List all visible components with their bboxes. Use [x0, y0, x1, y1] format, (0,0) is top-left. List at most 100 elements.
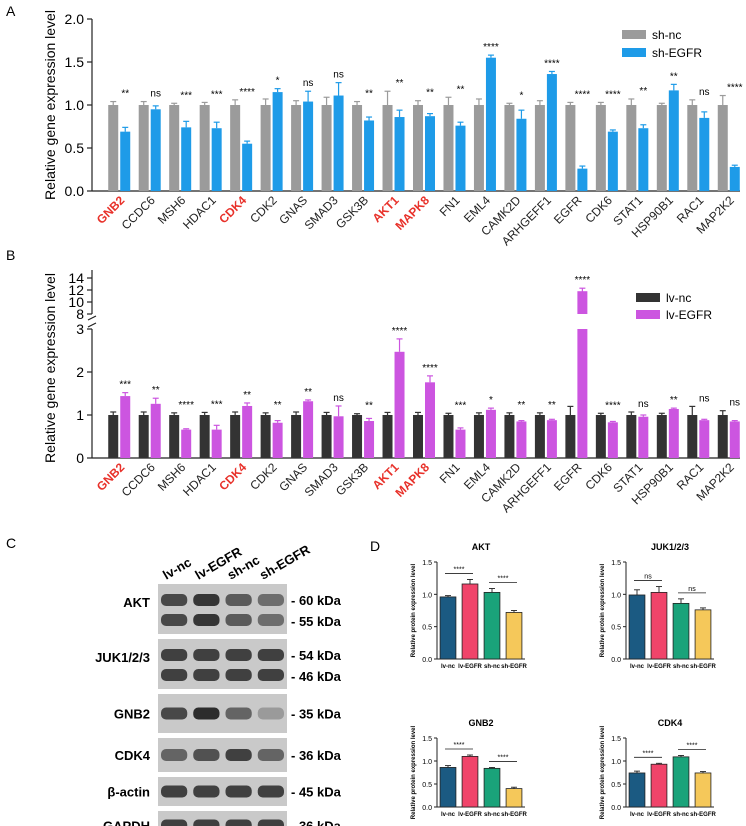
bar-lv-nc [565, 415, 576, 458]
bar [672, 756, 690, 808]
bar-sh-EGFR [546, 74, 557, 191]
panel-letter-c: C [6, 535, 16, 551]
bar-sh-EGFR [333, 95, 344, 191]
blot-band [257, 707, 284, 720]
blot-band [193, 614, 220, 626]
x-tick-label: MAPK8 [393, 193, 433, 233]
y-tick-label: 0 [76, 450, 84, 466]
significance-label: **** [178, 400, 194, 411]
significance-label: *** [211, 399, 223, 410]
significance-label: ns [333, 393, 344, 404]
chart-d: AKT 0.0 0.5 1.0 1.5 Relative protein expressi… [411, 542, 716, 819]
y-tick-label: 1.0 [611, 759, 621, 766]
bar-lv-nc [321, 415, 332, 458]
bar-sh-nc [595, 105, 606, 191]
bar-sh-EGFR [272, 92, 283, 191]
subplot-title: AKT [472, 542, 491, 552]
bar-lv-nc [138, 415, 149, 458]
y-tick-label: 0.5 [422, 782, 432, 789]
x-tick-label: sh-EGFR [501, 664, 527, 670]
bar-lv-EGFR [120, 396, 131, 458]
blot-band [193, 594, 220, 606]
blot-band [225, 819, 252, 826]
y-tick-label: 0.5 [611, 782, 621, 789]
significance-label: * [276, 76, 280, 87]
y-tick-label: 0.5 [65, 140, 85, 156]
blot-row-label: GNB2 [114, 707, 150, 722]
significance-label: *** [211, 89, 223, 100]
y-tick-label: 1 [76, 407, 84, 423]
x-tick-label: FN1 [437, 193, 463, 219]
blot-band [257, 669, 284, 681]
bar-sh-EGFR [577, 168, 588, 191]
bar [483, 767, 501, 808]
significance-label: **** [239, 87, 255, 98]
y-tick-label: 0.0 [422, 805, 432, 812]
bar [505, 788, 523, 808]
blot-row-label: AKT [123, 595, 150, 610]
blot-band [225, 669, 252, 681]
subplot-title: GNB2 [468, 718, 493, 728]
kda-label: - 54 kDa [291, 648, 342, 663]
bar-lv-nc [230, 415, 241, 458]
bar [694, 772, 712, 808]
significance-label: **** [392, 326, 408, 337]
blot-band [225, 785, 252, 798]
bar-sh-nc [565, 105, 576, 191]
significance-label: ** [304, 387, 312, 398]
blot-band [193, 785, 220, 798]
significance-label: ** [121, 89, 129, 100]
significance-label: **** [605, 89, 621, 100]
significance-label: ** [274, 400, 282, 411]
bar-sh-nc [687, 105, 698, 191]
bar-lv-EGFR [394, 351, 405, 458]
y-tick-label: 0.0 [422, 657, 432, 664]
y-tick-label: 1.5 [422, 560, 432, 567]
x-tick-label: CDK6 [582, 193, 615, 226]
significance-label: ** [365, 401, 373, 412]
bar [628, 772, 646, 808]
blot-band [225, 614, 252, 626]
bar-lv-nc [473, 415, 484, 458]
bar-sh-nc [717, 105, 728, 191]
bar-lv-EGFR [333, 416, 344, 458]
bar [439, 596, 457, 660]
blot-band [193, 649, 220, 661]
bar-sh-EGFR [242, 143, 253, 191]
bar-lv-nc [717, 415, 728, 458]
bar-sh-EGFR [729, 166, 740, 191]
bar-sh-nc [352, 105, 363, 191]
kda-label: - 36 kDa [291, 819, 342, 826]
blot-band [161, 649, 188, 661]
blot-band [225, 749, 252, 761]
bar-lv-nc [382, 415, 393, 458]
bar-sh-nc [473, 105, 484, 191]
significance-label: ns [699, 87, 710, 98]
significance-label: ns [638, 399, 649, 410]
significance-label: *** [455, 400, 467, 411]
blot-band [161, 785, 188, 798]
x-tick-label: CCDC6 [119, 193, 158, 232]
bar [650, 763, 668, 808]
x-tick-label: lv-nc [630, 664, 645, 670]
significance-label: ** [396, 78, 404, 89]
bar-sh-nc [199, 105, 210, 191]
blot-box [158, 584, 287, 634]
bar-lv-EGFR [242, 405, 253, 458]
significance-label: **** [544, 58, 560, 69]
blot-box [158, 811, 287, 826]
bar-lv-nc [626, 415, 637, 458]
significance-label: * [519, 90, 523, 101]
bar-lv-EGFR [181, 429, 192, 458]
bar [461, 583, 479, 660]
bar-lv-EGFR [699, 420, 710, 458]
legend-label: lv-EGFR [666, 308, 712, 322]
legend-label: sh-EGFR [652, 46, 702, 60]
bar-sh-EGFR [150, 109, 161, 191]
y-tick-label: 8 [76, 306, 84, 322]
bar-sh-nc [138, 105, 149, 191]
x-tick-label: HDAC1 [180, 460, 219, 499]
bar-lv-EGFR [150, 403, 161, 458]
bar-sh-nc [321, 105, 332, 191]
